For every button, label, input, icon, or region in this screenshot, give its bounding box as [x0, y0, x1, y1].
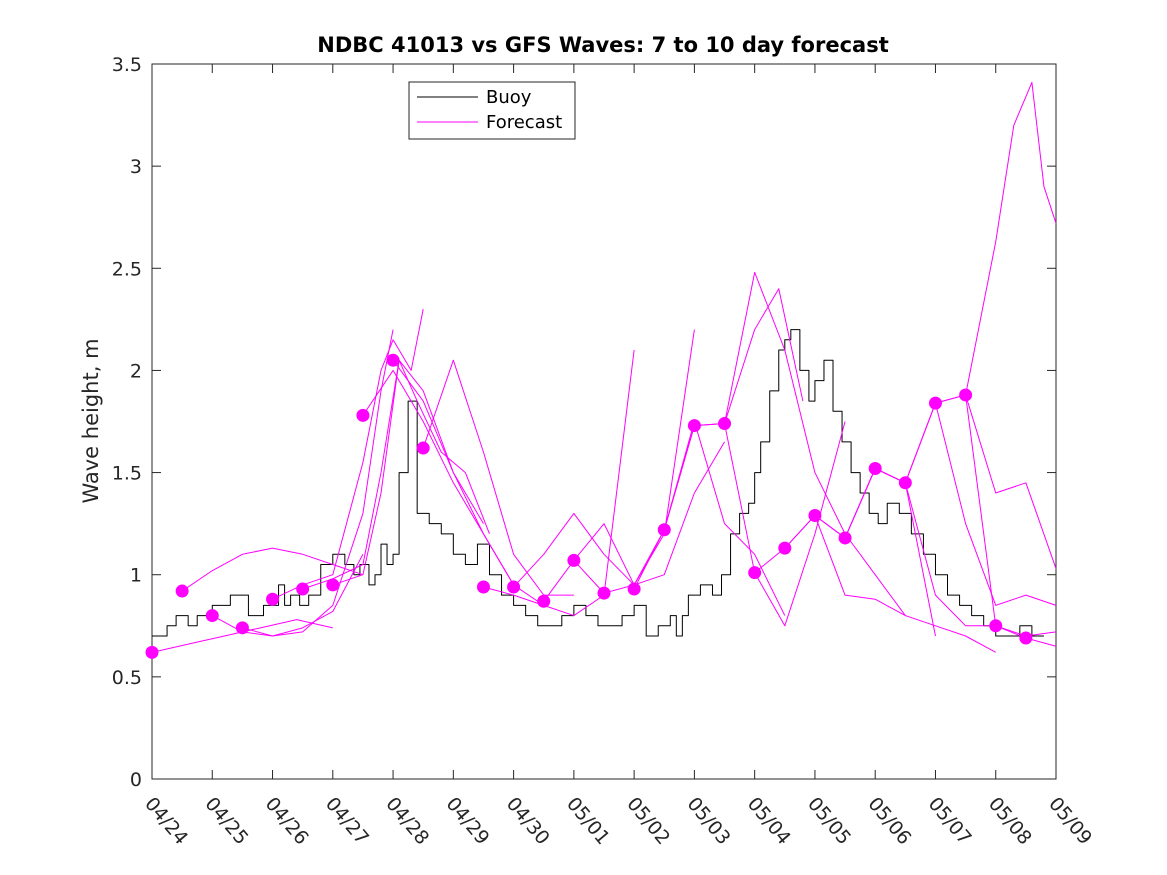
forecast-marker — [959, 388, 973, 402]
forecast-marker — [567, 553, 581, 567]
plot-area-frame — [151, 63, 1057, 780]
forecast-marker — [476, 580, 490, 594]
forecast-series-line — [272, 309, 424, 600]
forecast-series-line — [181, 547, 364, 592]
forecast-marker — [718, 417, 732, 431]
forecast-marker — [778, 541, 792, 555]
y-tick-label: 1 — [130, 565, 142, 587]
legend-forecast-label: Forecast — [486, 112, 562, 133]
forecast-series-line — [242, 329, 394, 637]
chart-title: NDBC 41013 vs GFS Waves: 7 to 10 day for… — [317, 33, 888, 57]
y-tick-label: 0.5 — [112, 667, 142, 689]
forecast-marker — [507, 580, 521, 594]
forecast-marker — [537, 594, 551, 608]
y-tick-label: 2 — [130, 360, 142, 382]
legend: Buoy Forecast — [408, 81, 576, 140]
legend-box — [408, 81, 576, 140]
forecast-marker — [356, 408, 370, 422]
forecast-marker — [597, 586, 611, 600]
forecast-marker — [296, 582, 310, 596]
forecast-marker — [868, 461, 882, 475]
buoy-series-line — [152, 329, 1044, 637]
forecast-series-line — [724, 271, 906, 616]
forecast-marker — [808, 508, 822, 522]
forecast-marker — [386, 353, 400, 367]
forecast-marker — [145, 645, 159, 659]
forecast-marker — [928, 396, 942, 410]
forecast-marker — [266, 592, 280, 606]
marker-layer — [145, 353, 1033, 659]
forecast-marker — [627, 582, 641, 596]
forecast-marker — [326, 578, 340, 592]
y-tick-label: 2.5 — [112, 258, 142, 280]
legend-buoy-label: Buoy — [486, 87, 532, 108]
forecast-marker — [838, 531, 852, 545]
forecast-series-line — [904, 394, 1057, 569]
forecast-marker — [235, 621, 249, 635]
forecast-marker — [898, 476, 912, 490]
forecast-marker — [416, 441, 430, 455]
y-axis-label: Wave height, m — [79, 338, 103, 503]
forecast-series-line — [965, 394, 1057, 647]
forecast-marker — [175, 584, 189, 598]
forecast-marker — [205, 609, 219, 623]
forecast-marker — [1019, 631, 1033, 645]
forecast-series-line — [302, 359, 484, 590]
y-tick-label: 0 — [130, 769, 142, 791]
forecast-series-line — [483, 349, 635, 617]
y-tick-label: 3.5 — [112, 54, 142, 76]
y-tick-label: 3 — [130, 156, 142, 178]
forecast-marker — [989, 619, 1003, 633]
forecast-marker — [657, 523, 671, 537]
forecast-marker — [687, 419, 701, 433]
forecast-series-line — [784, 514, 996, 653]
y-tick-label: 1.5 — [112, 463, 142, 485]
forecast-marker — [748, 566, 762, 580]
